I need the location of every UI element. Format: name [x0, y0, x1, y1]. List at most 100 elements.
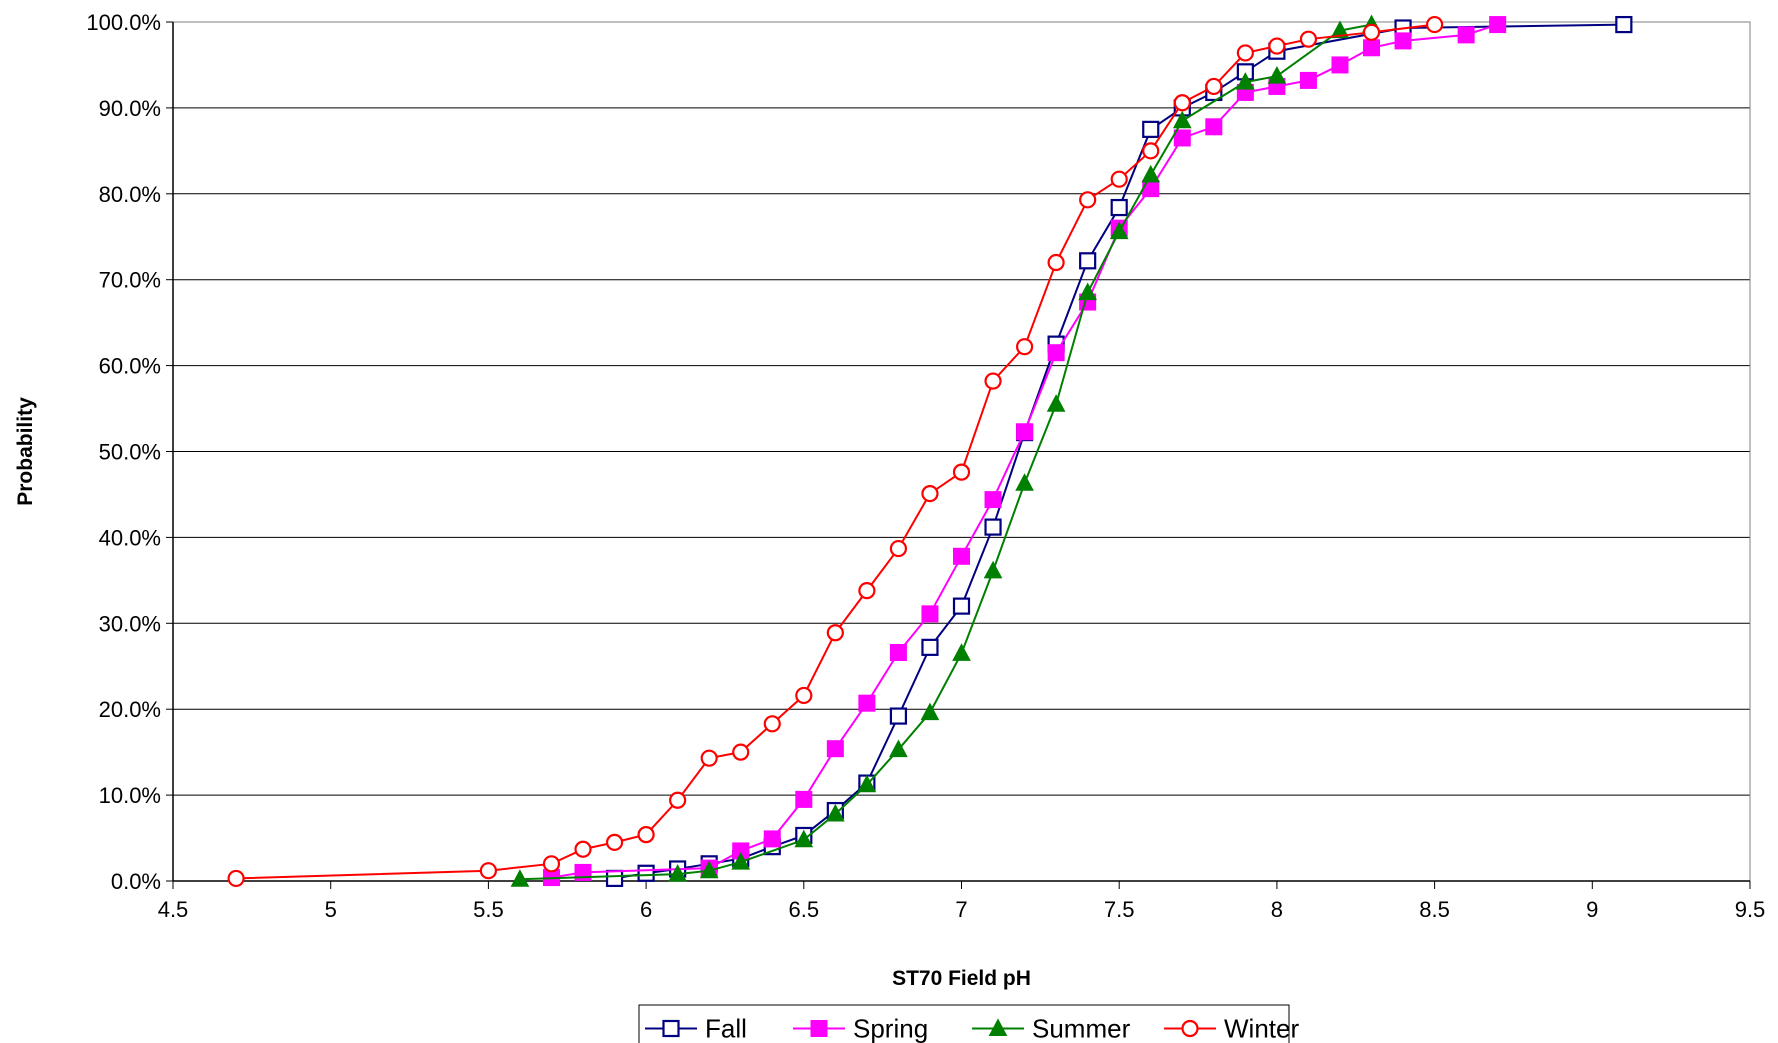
- legend: Fall Spring Summer Winter: [638, 1004, 1299, 1043]
- data-point-winter: [1425, 15, 1444, 34]
- data-point-winter: [984, 372, 1002, 390]
- data-point-winter: [605, 833, 624, 851]
- data-point-spring: [858, 694, 876, 712]
- data-point-summer: [1078, 282, 1097, 301]
- data-point-winter: [227, 869, 245, 888]
- data-point-winter: [669, 791, 687, 809]
- data-point-winter: [732, 743, 750, 761]
- data-point-spring: [1205, 118, 1223, 136]
- data-point-winter: [763, 715, 781, 733]
- y-tick-label: 90.0%: [99, 96, 161, 121]
- x-tick-label: 8: [1271, 897, 1283, 922]
- x-tick-label: 7.5: [1104, 897, 1135, 922]
- data-point-winter: [1362, 23, 1381, 41]
- data-point-summer: [1236, 72, 1255, 90]
- data-point-fall: [605, 869, 624, 888]
- data-point-winter: [1015, 338, 1034, 356]
- data-point-winter: [1047, 253, 1065, 272]
- data-point-summer: [857, 774, 877, 793]
- data-point-winter: [1173, 94, 1191, 112]
- data-point-fall: [952, 597, 971, 615]
- data-point-summer: [1267, 66, 1287, 84]
- data-point-fall: [889, 707, 908, 725]
- data-point-spring: [1489, 16, 1507, 34]
- data-point-spring: [921, 605, 939, 623]
- data-point-winter: [1142, 142, 1160, 160]
- series-spring: [542, 16, 1507, 887]
- x-tick-label: 9.5: [1735, 897, 1766, 922]
- data-point-winter: [1236, 44, 1254, 62]
- data-point-spring: [889, 644, 907, 662]
- data-point-fall: [921, 638, 939, 656]
- y-tick-label: 60.0%: [99, 354, 161, 379]
- data-point-summer: [1015, 473, 1034, 491]
- y-tick-label: 50.0%: [99, 440, 161, 465]
- data-point-winter: [921, 484, 939, 503]
- legend-item-spring: Spring: [793, 1014, 928, 1043]
- grid: [173, 21, 1750, 882]
- data-point-summer: [1330, 20, 1350, 39]
- y-tick-label: 40.0%: [99, 525, 161, 550]
- data-point-winter: [889, 539, 908, 558]
- legend-item-fall: Fall: [645, 1014, 747, 1043]
- data-point-fall: [1110, 198, 1128, 217]
- data-point-summer: [510, 869, 530, 887]
- legend-label-fall: Fall: [705, 1014, 747, 1043]
- data-point-spring: [1299, 71, 1317, 89]
- y-tick-label: 10.0%: [99, 783, 161, 808]
- x-axis-title: ST70 Field pH: [892, 967, 1031, 990]
- data-point-spring: [1331, 56, 1349, 74]
- y-tick-label: 70.0%: [99, 268, 161, 293]
- x-tick-label: 6.5: [789, 897, 820, 922]
- data-point-spring: [1457, 26, 1475, 44]
- data-point-summer: [1109, 221, 1129, 240]
- data-point-summer: [1141, 164, 1161, 183]
- x-tick-label: 5: [325, 897, 337, 922]
- data-point-winter: [826, 624, 844, 642]
- data-point-spring: [795, 790, 813, 808]
- y-tick-label: 30.0%: [99, 611, 161, 636]
- y-tick-label: 20.0%: [99, 697, 161, 722]
- data-point-spring: [1394, 32, 1412, 50]
- data-point-winter: [858, 582, 876, 600]
- x-tick-label: 5.5: [473, 897, 504, 922]
- data-point-spring: [1016, 423, 1034, 441]
- legend-label-spring: Spring: [853, 1014, 928, 1043]
- legend-marker-winter: [1181, 1019, 1199, 1038]
- data-point-spring: [1173, 129, 1191, 147]
- data-point-spring: [953, 547, 970, 565]
- legend-item-summer: Summer: [972, 1014, 1131, 1043]
- legend-label-summer: Summer: [1032, 1014, 1131, 1043]
- series-summer: [510, 14, 1381, 887]
- y-tick-label: 80.0%: [99, 182, 161, 207]
- y-axis-title: Probability: [14, 397, 37, 506]
- legend-label-winter: Winter: [1224, 1014, 1299, 1043]
- data-point-winter: [574, 840, 592, 858]
- legend-marker-fall: [662, 1019, 680, 1038]
- legend-marker-summer: [988, 1018, 1008, 1036]
- x-tick-label: 8.5: [1419, 897, 1450, 922]
- data-point-winter: [1268, 37, 1286, 55]
- data-point-spring: [826, 740, 844, 758]
- data-point-fall: [984, 518, 1002, 536]
- data-point-summer: [920, 702, 940, 721]
- data-point-winter: [795, 686, 813, 705]
- x-tick-label: 4.5: [158, 897, 189, 922]
- data-point-summer: [826, 803, 845, 822]
- data-point-fall: [1142, 120, 1160, 138]
- data-point-fall: [637, 864, 655, 882]
- data-point-fall: [1615, 15, 1633, 34]
- data-point-summer: [699, 860, 719, 879]
- data-point-winter: [1079, 191, 1097, 209]
- data-point-winter: [1110, 170, 1128, 188]
- data-point-spring: [763, 830, 781, 848]
- legend-marker-spring: [810, 1020, 828, 1037]
- data-point-winter: [637, 826, 655, 844]
- data-point-fall: [1079, 252, 1097, 270]
- series-winter: [227, 15, 1444, 888]
- series-group: [227, 14, 1633, 888]
- data-point-summer: [952, 643, 971, 661]
- data-point-winter: [1205, 77, 1223, 96]
- data-point-summer: [794, 829, 814, 848]
